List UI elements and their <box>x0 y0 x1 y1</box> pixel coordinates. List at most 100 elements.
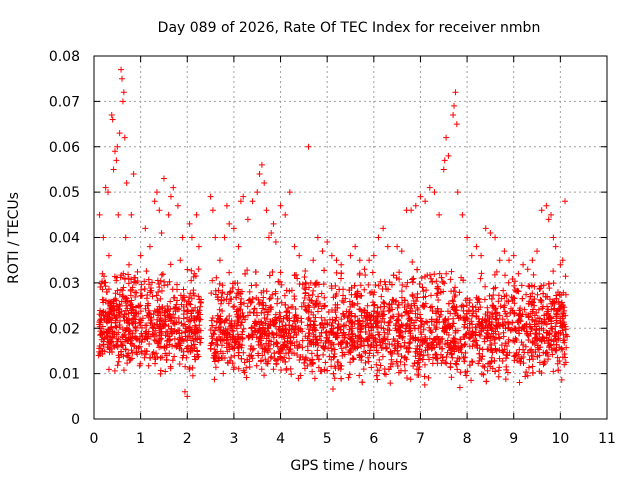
data-point <box>165 337 172 344</box>
data-point <box>128 347 135 354</box>
data-point <box>545 280 552 287</box>
data-point <box>116 354 123 361</box>
data-point <box>363 336 370 343</box>
data-point <box>445 300 452 307</box>
data-point <box>185 348 192 355</box>
data-point <box>434 355 441 362</box>
data-point <box>208 340 215 347</box>
data-point <box>96 345 103 352</box>
data-point <box>193 211 200 218</box>
data-point <box>120 89 127 96</box>
data-point <box>271 355 278 362</box>
data-point <box>337 326 344 333</box>
axis-ticks: 0 1 2 3 4 5 6 7 8 9 10 11 0 0.01 0.02 0.03 0.04 0.05 0.06 0… <box>49 49 616 447</box>
data-point <box>116 291 123 298</box>
data-point <box>304 343 311 350</box>
data-point <box>162 350 169 357</box>
data-point <box>178 301 185 308</box>
data-point <box>214 294 221 301</box>
data-point <box>518 339 525 346</box>
data-point <box>183 345 190 352</box>
data-point <box>419 337 426 344</box>
data-point <box>241 300 248 307</box>
data-point <box>428 318 435 325</box>
data-point <box>540 361 547 368</box>
data-point <box>292 306 299 313</box>
data-point <box>356 333 363 340</box>
data-point <box>234 311 241 318</box>
data-point <box>538 318 545 325</box>
data-point <box>145 281 152 288</box>
data-point <box>408 302 415 309</box>
data-point <box>167 298 174 305</box>
data-point <box>278 345 285 352</box>
data-point <box>299 337 306 344</box>
data-point <box>444 340 451 347</box>
data-point <box>132 323 139 330</box>
data-point <box>183 354 190 361</box>
data-point <box>454 366 461 373</box>
data-point <box>482 225 489 232</box>
data-point <box>367 289 374 296</box>
data-point <box>414 305 421 312</box>
data-point <box>123 180 130 187</box>
data-point <box>442 359 449 366</box>
data-point <box>182 363 189 370</box>
data-point <box>338 375 345 382</box>
data-point <box>328 339 335 346</box>
data-point <box>380 325 387 332</box>
data-point <box>379 286 386 293</box>
data-point <box>167 365 174 372</box>
data-point <box>124 360 131 367</box>
data-point <box>341 334 348 341</box>
data-point <box>479 362 486 369</box>
data-point <box>328 329 335 336</box>
data-point <box>452 310 459 317</box>
data-point <box>184 308 191 315</box>
data-point <box>286 355 293 362</box>
data-point <box>113 277 120 284</box>
data-point <box>409 308 416 315</box>
data-point <box>552 243 559 250</box>
data-point <box>119 98 126 105</box>
y-tick-label: 0.01 <box>49 367 80 383</box>
data-point <box>367 343 374 350</box>
data-point <box>423 287 430 294</box>
data-point <box>457 369 464 376</box>
data-point <box>406 340 413 347</box>
data-point <box>519 324 526 331</box>
data-point <box>365 342 372 349</box>
data-point <box>417 193 424 200</box>
data-point <box>473 243 480 250</box>
data-point <box>176 360 183 367</box>
data-point <box>235 243 242 250</box>
data-point <box>490 302 497 309</box>
data-point <box>473 337 480 344</box>
data-point <box>523 311 530 318</box>
data-point <box>235 349 242 356</box>
data-point <box>226 343 233 350</box>
data-point <box>136 303 143 310</box>
data-point <box>435 337 442 344</box>
data-point <box>226 289 233 296</box>
data-point <box>515 312 522 319</box>
data-point <box>176 327 183 334</box>
data-point <box>138 292 145 299</box>
data-point <box>469 303 476 310</box>
data-point <box>291 272 298 279</box>
data-point <box>239 334 246 341</box>
data-point <box>452 327 459 334</box>
data-point <box>484 330 491 337</box>
data-point <box>302 289 309 296</box>
data-point <box>399 281 406 288</box>
data-point <box>548 325 555 332</box>
data-point <box>157 315 164 322</box>
data-point <box>446 344 453 351</box>
data-point <box>229 284 236 291</box>
data-point <box>531 321 538 328</box>
data-point <box>263 207 270 214</box>
data-point <box>548 211 555 218</box>
data-point <box>360 366 367 373</box>
data-point <box>516 330 523 337</box>
data-point <box>312 280 319 287</box>
